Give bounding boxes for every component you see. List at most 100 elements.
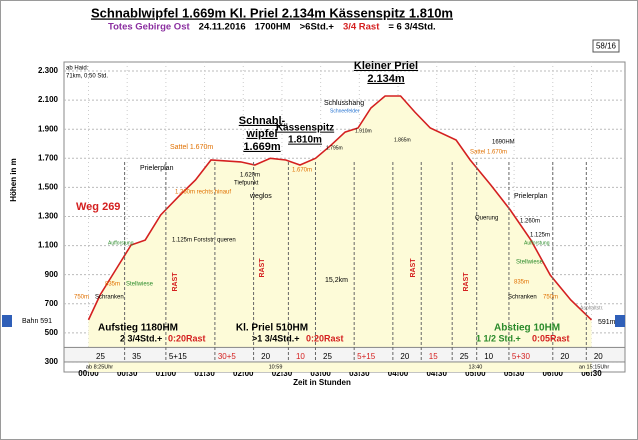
annotation: 15,2km [325, 277, 348, 284]
y-tick-label: 300 [45, 357, 59, 366]
annotation: 1.620m [240, 173, 260, 179]
segment-minutes: 20 [261, 352, 270, 361]
summary: 1 1/2 Std.+ [476, 333, 521, 343]
page-label-box [592, 39, 620, 53]
x-tick-label: 06:30 [581, 369, 602, 378]
segment-minutes: 20 [560, 352, 569, 361]
x-tick-label: 02:00 [233, 369, 254, 378]
annotation: 1690HM [492, 140, 515, 146]
annotation: 1.125m [530, 233, 550, 239]
annotation: 1.260m [520, 219, 540, 225]
profile-line [87, 95, 593, 321]
annotation: Stellwiese [126, 282, 154, 288]
subtitle-part: 1700HM [255, 22, 291, 33]
page-label: 58/16 [596, 42, 617, 51]
annotation: 591m [598, 319, 616, 326]
y-tick-label: 900 [45, 270, 59, 279]
annotation: RAST [259, 258, 266, 278]
time-note: ab 8:25Uhr [86, 364, 113, 370]
peak-label: Kässenspitz [276, 123, 334, 134]
annotation: Schneefelder [330, 108, 360, 114]
annotation: 1.865m [394, 137, 411, 143]
y-tick-label: 1.700 [38, 153, 59, 162]
x-tick-label: 03:00 [310, 369, 331, 378]
x-tick-label: 04:00 [388, 369, 409, 378]
subtitle-part: 3/4 Rast [343, 22, 380, 33]
peak-label: Kleiner Priel [354, 60, 418, 72]
annotation: ab Haid: [66, 66, 89, 72]
summary: 2 3/4Std.+ [120, 333, 162, 343]
segment-minutes: 20 [400, 352, 409, 361]
y-tick-label: 500 [45, 328, 59, 337]
annotation: Tiefpunkt [234, 181, 259, 187]
subtitle-part: >6Std.+ [300, 22, 335, 33]
annotation: RAST [463, 272, 470, 292]
y-tick-label: 1.500 [38, 183, 59, 192]
x-tick-label: 05:00 [465, 369, 486, 378]
summary: Abstieg 10HM [494, 323, 560, 334]
y-tick-label: 1.100 [38, 241, 59, 250]
annotation: 835m [105, 282, 120, 288]
segment-minutes: 10 [484, 352, 493, 361]
annotation: Aufforstung [108, 240, 134, 246]
parking-marker [2, 315, 12, 327]
annotation: 1.260m rechts hinauf [175, 190, 231, 196]
peak-label: wipfel [245, 128, 277, 140]
x-tick-label: 06:00 [543, 369, 564, 378]
time-band [63, 346, 626, 363]
summary: 0:20Rast [168, 333, 206, 343]
annotation: Stellwiese [516, 260, 544, 266]
segment-minutes: 5+15 [169, 352, 188, 361]
annotation: weglos [249, 193, 272, 200]
segment-minutes: 10 [296, 352, 305, 361]
summary: Kl. Priel 510HM [236, 323, 308, 334]
x-tick-label: 04:30 [426, 369, 447, 378]
annotation: Prielerplan [514, 193, 548, 200]
annotation: Bahn 591 [22, 318, 52, 325]
segment-minutes: 25 [460, 352, 469, 361]
annotation: RAST [172, 272, 179, 292]
segment-minutes: 25 [323, 352, 332, 361]
time-note: 13:40 [469, 364, 483, 370]
annotation: Querung [475, 216, 498, 222]
x-tick-label: 01:30 [194, 369, 215, 378]
annotation: 750m [74, 295, 89, 301]
y-axis-label: Höhen in m [9, 158, 18, 202]
x-tick-label: 05:30 [504, 369, 525, 378]
segment-minutes: 25 [96, 352, 105, 361]
y-tick-label: 2.100 [38, 95, 59, 104]
peak-label: 1.810m [288, 135, 322, 146]
annotation: Schlusshang [324, 100, 364, 107]
annotation: Schranken [508, 295, 537, 301]
annotation: 835m [514, 280, 529, 286]
x-tick-label: 00:00 [78, 369, 99, 378]
annotation: 71km, 0:50 Std. [66, 74, 108, 80]
annotation: Sattel 1.670m [470, 150, 507, 156]
area [88, 96, 592, 372]
summary: >1 3/4Std.+ [252, 333, 300, 343]
segment-minutes: 5+30 [512, 352, 531, 361]
annotation: Weg 269 [76, 201, 120, 213]
peak-label: 1.669m [243, 141, 281, 153]
parking-marker [615, 315, 625, 327]
x-axis-label: Zeit in Stunden [293, 378, 351, 387]
y-tick-label: 1.300 [38, 212, 59, 221]
time-note: 10:59 [269, 364, 283, 370]
segment-minutes: 35 [132, 352, 141, 361]
annotation: 1.910m [355, 128, 372, 134]
segment-minutes: 20 [594, 352, 603, 361]
summary: Aufstieg 1180HM [98, 323, 178, 334]
annotation: Schranken [95, 295, 124, 301]
y-tick-label: 1.900 [38, 124, 59, 133]
x-tick-label: 02:30 [272, 369, 293, 378]
peak-label: Schnabl- [239, 115, 286, 127]
subtitle-part: = 6 3/4Std. [388, 22, 435, 33]
x-tick-label: 00:30 [117, 369, 138, 378]
annotation: RAST [410, 258, 417, 278]
chart-title: Schnablwipfel 1.669m Kl. Priel 2.134m Kä… [91, 5, 453, 20]
annotation: Asphaltstr. [580, 305, 603, 311]
summary: 0:05Rast [532, 333, 570, 343]
annotation: Sattel 1.670m [170, 144, 213, 151]
annotation: 1.125m Forststr. queren [172, 238, 236, 244]
